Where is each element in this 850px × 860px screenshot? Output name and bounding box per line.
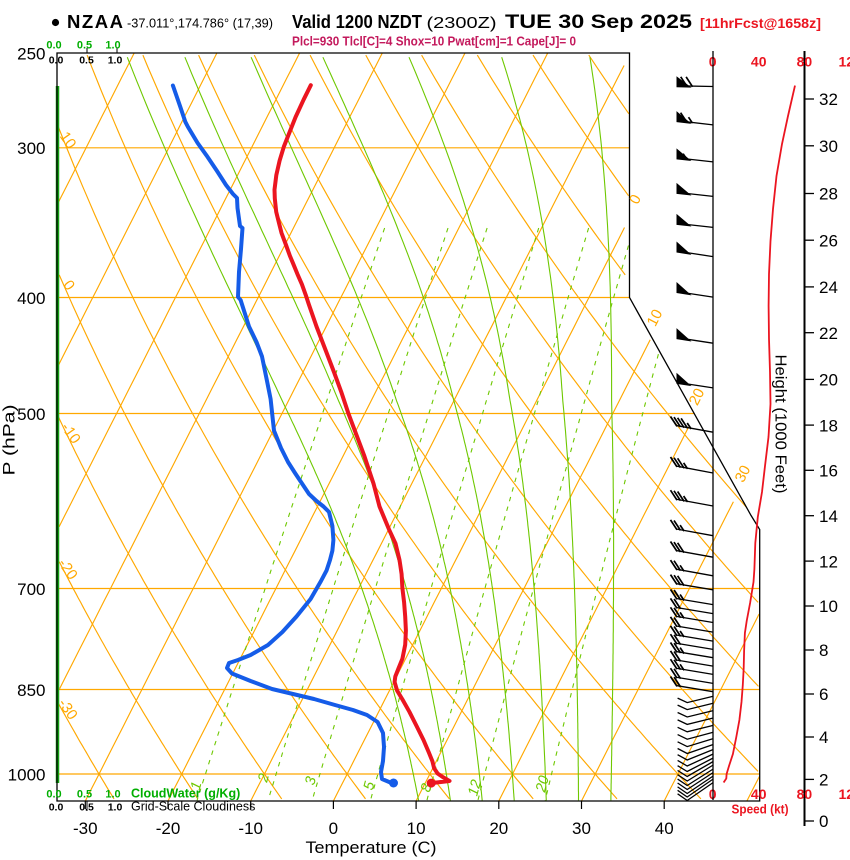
- svg-text:8: 8: [418, 782, 436, 794]
- svg-text:18: 18: [819, 416, 838, 435]
- svg-text:[11hrFcst@1658z]: [11hrFcst@1658z]: [700, 15, 821, 31]
- svg-text:Speed (kt): Speed (kt): [732, 802, 789, 817]
- svg-text:20: 20: [819, 371, 838, 390]
- svg-text:20: 20: [533, 774, 553, 795]
- svg-text:20: 20: [489, 819, 508, 838]
- svg-text:14: 14: [819, 507, 838, 526]
- svg-text:(2300Z): (2300Z): [427, 15, 497, 32]
- svg-text:10: 10: [644, 307, 667, 330]
- svg-text:0.0: 0.0: [46, 789, 61, 801]
- svg-text:80: 80: [797, 786, 813, 802]
- svg-text:6: 6: [819, 685, 828, 704]
- svg-text:10: 10: [407, 819, 426, 838]
- svg-text:0.0: 0.0: [46, 40, 61, 52]
- svg-text:20: 20: [686, 386, 709, 409]
- svg-text:850: 850: [17, 681, 45, 700]
- svg-text:1: 1: [188, 780, 206, 792]
- svg-text:300: 300: [17, 139, 45, 158]
- svg-text:80: 80: [797, 54, 813, 70]
- svg-text:-20: -20: [156, 819, 181, 838]
- svg-text:30: 30: [732, 463, 755, 486]
- svg-text:0.0: 0.0: [49, 55, 64, 67]
- svg-text:40: 40: [751, 786, 767, 802]
- svg-text:1.0: 1.0: [105, 40, 120, 52]
- svg-text:1000: 1000: [8, 765, 46, 784]
- svg-text:8: 8: [819, 641, 828, 660]
- svg-text:40: 40: [751, 54, 767, 70]
- svg-text:0.5: 0.5: [79, 55, 94, 67]
- svg-text:0.5: 0.5: [77, 789, 92, 801]
- svg-text:2: 2: [819, 771, 828, 790]
- svg-text:Height (1000 Feet): Height (1000 Feet): [772, 355, 789, 494]
- svg-text:22: 22: [819, 324, 838, 343]
- svg-text:10: 10: [56, 129, 79, 152]
- svg-text:120: 120: [839, 54, 850, 70]
- svg-text:-30: -30: [73, 819, 98, 838]
- svg-text:0.0: 0.0: [49, 802, 64, 814]
- svg-text:30: 30: [572, 819, 591, 838]
- svg-text:TUE 30 Sep 2025: TUE 30 Sep 2025: [505, 11, 692, 33]
- svg-text:26: 26: [819, 231, 838, 250]
- svg-text:40: 40: [655, 819, 674, 838]
- svg-text:-10: -10: [238, 819, 263, 838]
- svg-text:32: 32: [819, 90, 838, 109]
- svg-text:500: 500: [17, 405, 45, 424]
- svg-text:Plcl=930 Tlcl[C]=4 Shox=10 Pwa: Plcl=930 Tlcl[C]=4 Shox=10 Pwat[cm]=1 Ca…: [292, 35, 576, 49]
- svg-text:1.0: 1.0: [108, 55, 123, 67]
- svg-text:24: 24: [819, 278, 838, 297]
- svg-text:700: 700: [17, 580, 45, 599]
- svg-text:NZAA: NZAA: [67, 11, 123, 32]
- svg-text:0.5: 0.5: [77, 40, 92, 52]
- svg-text:120: 120: [839, 786, 850, 802]
- svg-text:Temperature (C): Temperature (C): [306, 839, 437, 857]
- svg-text:16: 16: [819, 462, 838, 481]
- svg-text:CloudWater (g/Kg): CloudWater (g/Kg): [131, 787, 240, 801]
- svg-text:1.0: 1.0: [105, 789, 120, 801]
- svg-text:28: 28: [819, 185, 838, 204]
- svg-text:1.0: 1.0: [108, 802, 123, 814]
- svg-text:250: 250: [17, 44, 45, 63]
- svg-text:4: 4: [819, 728, 828, 747]
- svg-text:12: 12: [819, 552, 838, 571]
- svg-text:P (hPa): P (hPa): [1, 405, 19, 476]
- svg-text:12: 12: [465, 778, 485, 798]
- svg-text:30: 30: [819, 137, 838, 156]
- svg-text:0: 0: [819, 812, 828, 831]
- svg-text:2: 2: [255, 772, 273, 785]
- svg-text:0.5: 0.5: [79, 802, 94, 814]
- svg-text:0: 0: [329, 819, 338, 838]
- svg-text:400: 400: [17, 289, 45, 308]
- svg-text:Grid-Scale Cloudiness: Grid-Scale Cloudiness: [131, 800, 255, 814]
- svg-text:10: 10: [819, 597, 838, 616]
- svg-text:Valid 1200 NZDT: Valid 1200 NZDT: [292, 11, 423, 32]
- svg-text:3: 3: [302, 775, 320, 787]
- svg-text:-37.011°,174.786° (17,39): -37.011°,174.786° (17,39): [127, 16, 273, 31]
